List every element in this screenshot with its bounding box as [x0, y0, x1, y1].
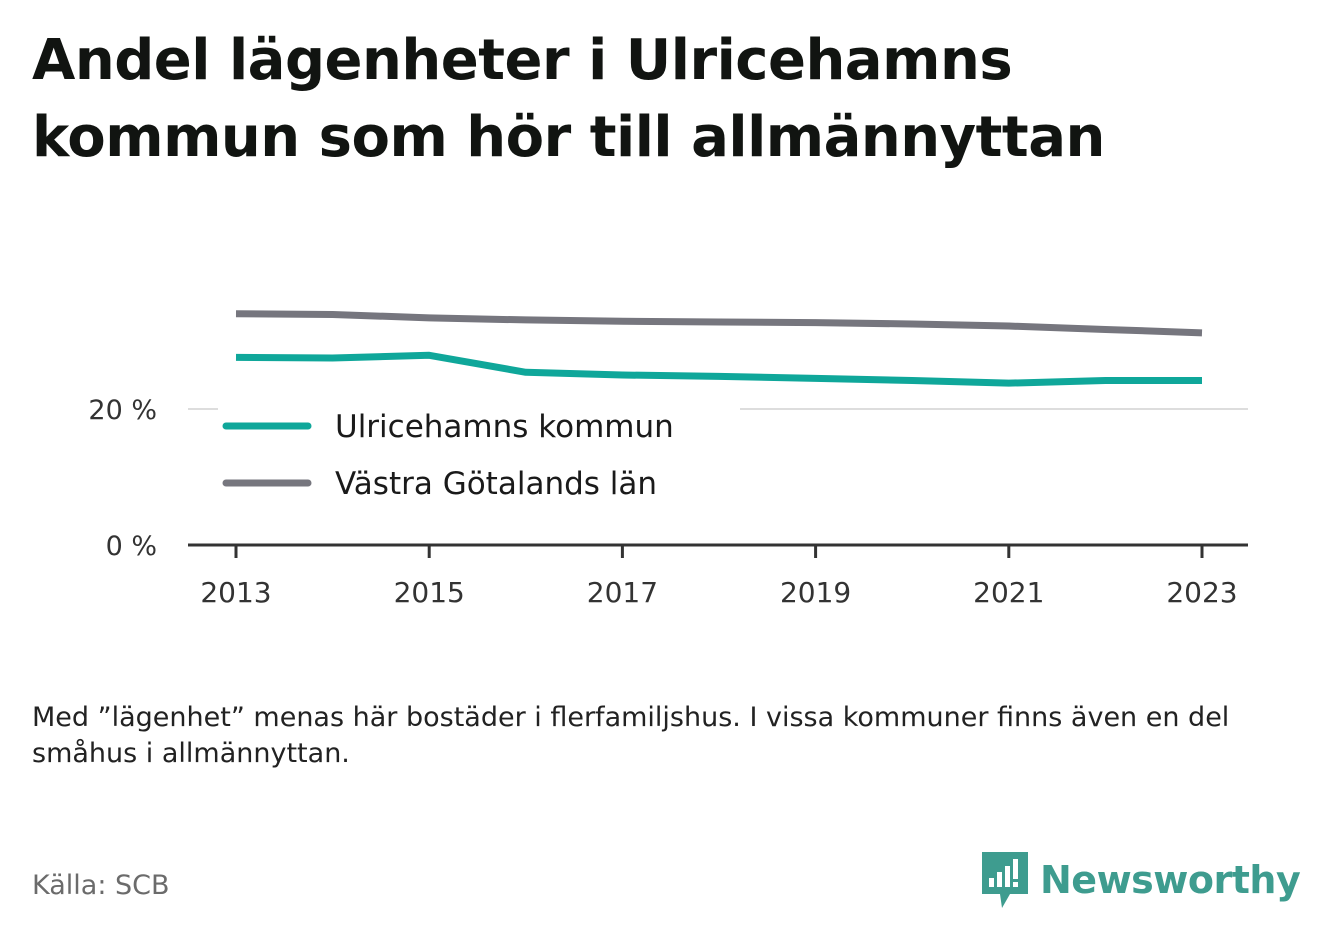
brand-logo: Newsworthy — [980, 848, 1301, 912]
x-tick-label: 2021 — [973, 576, 1044, 609]
chart-note: Med ”lägenhet” menas här bostäder i fler… — [32, 702, 1230, 769]
series-lines — [235, 310, 1203, 387]
x-axis: 2013 2015 2017 2019 2021 2023 — [188, 543, 1248, 609]
x-tick-label: 2017 — [587, 576, 658, 609]
legend-background — [218, 404, 740, 512]
legend: Ulricehamns kommun Västra Götalands län — [218, 404, 740, 512]
x-tick-label: 2023 — [1166, 576, 1237, 609]
series-line-2 — [235, 310, 1203, 337]
newsworthy-logo-icon — [982, 852, 1028, 908]
source-label: Källa: SCB — [32, 870, 170, 901]
y-axis: 0 % 20 % — [88, 395, 157, 562]
x-tick-label: 2013 — [200, 576, 271, 609]
brand-name: Newsworthy — [1040, 858, 1301, 902]
chart-title: Andel lägenheter i Ulricehamns kommun so… — [32, 28, 1105, 170]
x-tick-label: 2019 — [780, 576, 851, 609]
series-line-1 — [235, 351, 1202, 387]
y-tick-label: 0 % — [106, 531, 157, 562]
y-tick-label: 20 % — [88, 395, 157, 426]
legend-label: Västra Götalands län — [335, 466, 657, 502]
legend-label: Ulricehamns kommun — [335, 409, 674, 445]
x-tick-label: 2015 — [394, 576, 465, 609]
